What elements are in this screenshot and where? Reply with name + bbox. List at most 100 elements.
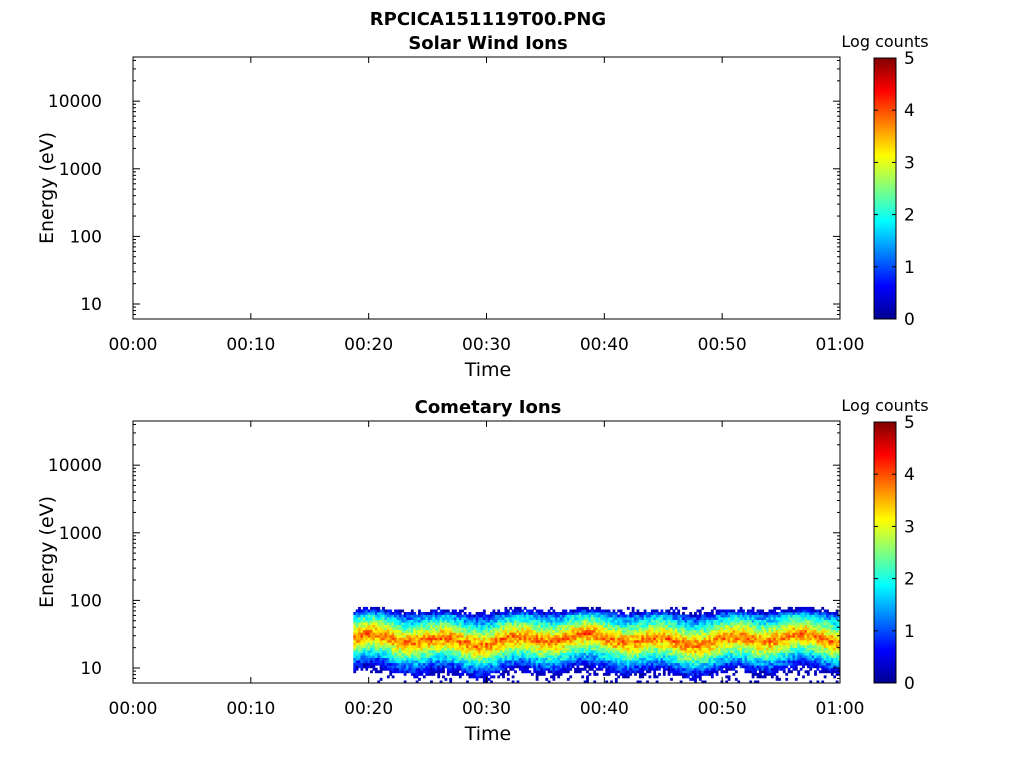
spectrogram-cell (718, 655, 721, 658)
spectrogram-cell (542, 617, 546, 620)
spectrogram-cell (480, 655, 484, 658)
spectrogram-cell (703, 642, 707, 646)
spectrogram-cell (790, 662, 793, 666)
spectrogram-cell (691, 624, 695, 628)
spectrogram-cell (473, 670, 477, 674)
spectrogram-cell (648, 645, 652, 648)
spectrogram-cell (490, 670, 493, 674)
spectrogram-cell (554, 665, 558, 669)
spectrogram-cell (742, 645, 745, 648)
spectrogram-cell (768, 670, 772, 674)
spectrogram-cell (413, 662, 417, 666)
spectrogram-cell (679, 672, 683, 676)
spectrogram-cell (514, 650, 517, 653)
spectrogram-cell (569, 652, 573, 656)
spectrogram-cell (624, 634, 628, 638)
spectrogram-cell (502, 657, 505, 661)
spectrogram-cell (458, 675, 462, 679)
spectrogram-cell (509, 627, 513, 631)
spectrogram-cell (552, 655, 556, 658)
spectrogram-cell (458, 619, 462, 623)
spectrogram-cell (526, 627, 529, 631)
spectrogram-cell (638, 639, 642, 643)
spectrogram-cell (758, 617, 762, 620)
spectrogram-cell (734, 612, 738, 615)
spectrogram-cell (521, 665, 525, 669)
spectrogram-cell (370, 655, 373, 658)
spectrogram-cell (691, 662, 695, 666)
spectrogram-cell (794, 632, 798, 636)
spectrogram-cell (648, 639, 652, 643)
spectrogram-cell (792, 647, 796, 651)
spectrogram-cell (475, 652, 479, 656)
spectrogram-cell (466, 619, 469, 623)
spectrogram-cell (480, 667, 484, 671)
spectrogram-cell (504, 606, 508, 610)
spectrogram-cell (401, 665, 405, 669)
spectrogram-cell (588, 660, 592, 664)
spectrogram-cell (766, 662, 769, 666)
spectrogram-cell (679, 624, 683, 628)
spectrogram-cell (670, 647, 673, 651)
spectrogram-cell (437, 665, 441, 669)
spectrogram-cell (451, 612, 455, 615)
spectrogram-cell (670, 639, 673, 643)
spectrogram-cell (569, 622, 573, 626)
spectrogram-cell (689, 660, 693, 664)
spectrogram-cell (533, 662, 537, 666)
spectrogram-cell (449, 662, 453, 666)
spectrogram-cell (550, 627, 553, 631)
spectrogram-cell (372, 637, 376, 641)
spectrogram-cell (482, 680, 486, 683)
spectrogram-cell (461, 629, 465, 633)
spectrogram-cell (583, 627, 587, 631)
spectrogram-cell (749, 650, 753, 653)
spectrogram-cell (535, 627, 539, 631)
spectrogram-cell (586, 627, 589, 631)
spectrogram-cell (576, 652, 580, 656)
spectrogram-cell (799, 647, 803, 651)
spectrogram-cell (686, 629, 690, 633)
spectrogram-cell (463, 652, 467, 656)
spectrogram-cell (643, 617, 647, 620)
spectrogram-cell (636, 637, 640, 641)
spectrogram-cell (545, 660, 549, 664)
spectrogram-cell (785, 612, 789, 615)
spectrogram-cell (809, 624, 813, 628)
spectrogram-cell (715, 617, 719, 620)
spectrogram-cell (487, 622, 491, 626)
spectrogram-cell (638, 632, 642, 636)
spectrogram-cell (533, 627, 537, 631)
spectrogram-cell (502, 612, 505, 615)
spectrogram-cell (382, 650, 385, 653)
spectrogram-cell (487, 667, 491, 671)
spectrogram-cell (427, 617, 431, 620)
spectrogram-cell (574, 619, 577, 623)
spectrogram-cell (662, 619, 666, 623)
spectrogram-cell (492, 622, 496, 626)
spectrogram-cell (650, 657, 654, 661)
spectrogram-cell (576, 645, 580, 648)
spectrogram-cell (804, 647, 808, 651)
spectrogram-cell (682, 652, 685, 656)
spectrogram-cell (768, 614, 772, 618)
spectrogram-cell (528, 665, 532, 669)
spectrogram-cell (624, 632, 628, 636)
spectrogram-cell (461, 657, 465, 661)
spectrogram-cell (574, 617, 577, 620)
spectrogram-cell (552, 614, 556, 618)
spectrogram-cell (535, 634, 539, 638)
spectrogram-cell (420, 624, 424, 628)
spectrogram-cell (540, 622, 544, 626)
spectrogram-cell (514, 665, 517, 669)
spectrogram-cell (384, 650, 388, 653)
spectrogram-cell (454, 632, 457, 636)
spectrogram-cell (523, 629, 527, 633)
spectrogram-cell (598, 606, 601, 610)
spectrogram-cell (710, 619, 714, 623)
spectrogram-cell (468, 670, 472, 674)
spectrogram-cell (434, 670, 438, 674)
spectrogram-cell (715, 619, 719, 623)
spectrogram-cell (631, 655, 635, 658)
spectrogram-cell (605, 632, 609, 636)
